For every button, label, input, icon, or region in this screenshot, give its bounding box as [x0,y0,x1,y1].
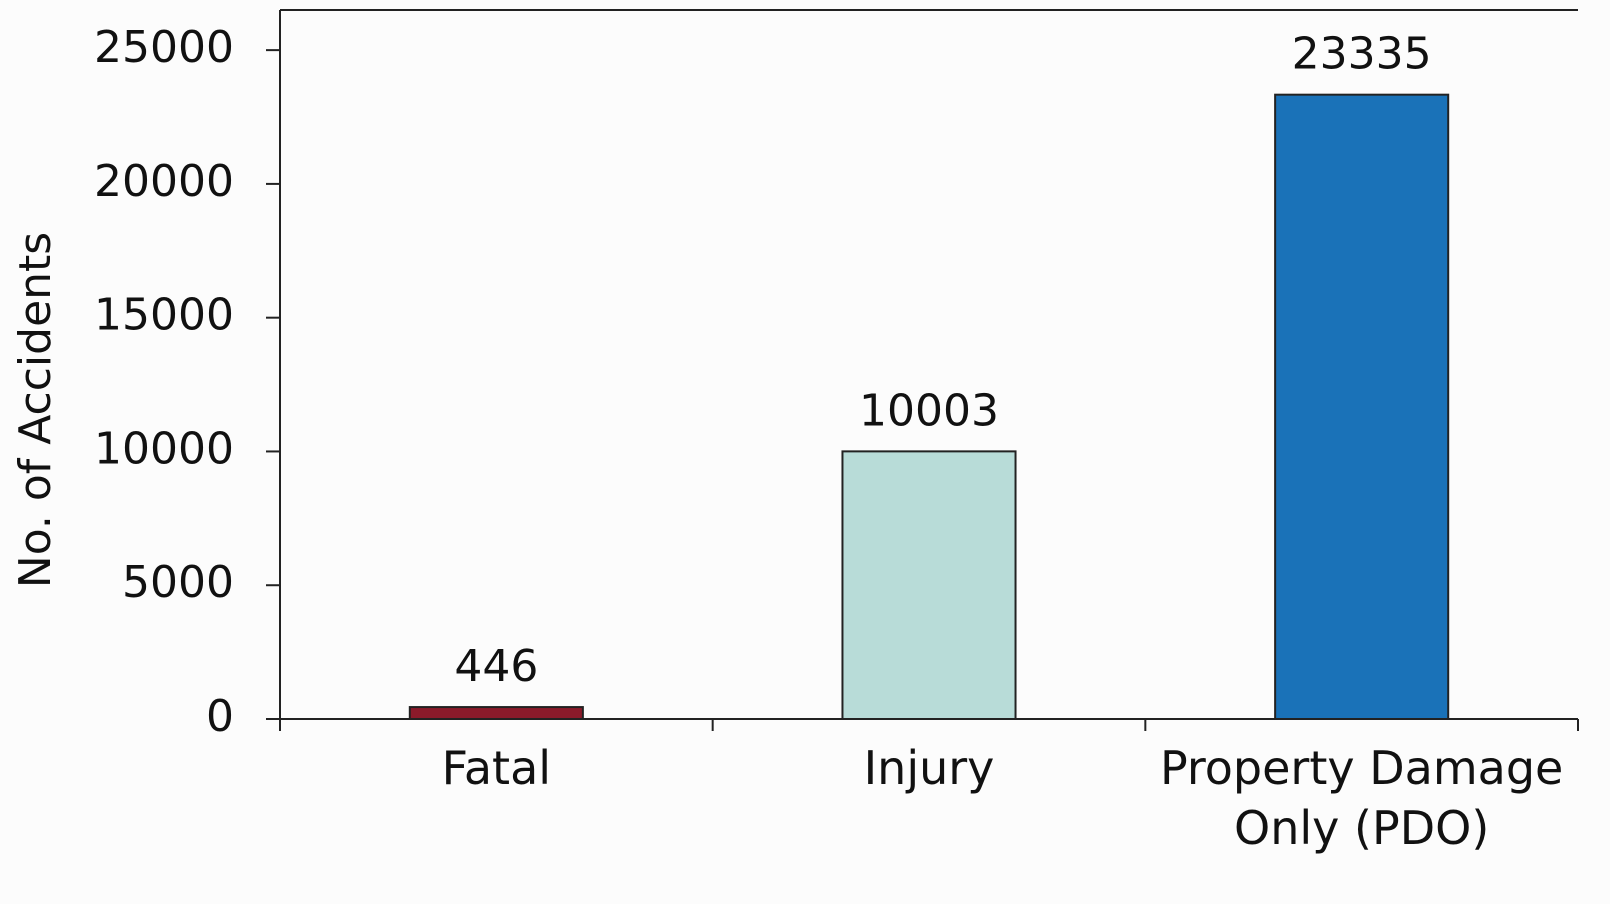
x-tick-label: Property Damage Only (PDO) [1159,741,1564,855]
y-axis-title: No. of Accidents [10,232,61,588]
x-tick-label: Injury [863,741,995,795]
y-tick-label: 5000 [122,557,234,608]
value-label: 10003 [859,385,999,436]
bar [1274,93,1450,721]
y-tick-label: 20000 [94,156,234,207]
bar [841,450,1017,720]
y-tick-label: 15000 [94,290,234,341]
y-tick-label: 25000 [94,22,234,73]
value-label: 23335 [1292,29,1432,80]
y-tick-label: 0 [206,691,234,742]
value-label: 446 [454,641,538,692]
x-tick-label: Fatal [441,741,552,795]
y-tick-label: 10000 [94,423,234,474]
bar [408,706,584,720]
